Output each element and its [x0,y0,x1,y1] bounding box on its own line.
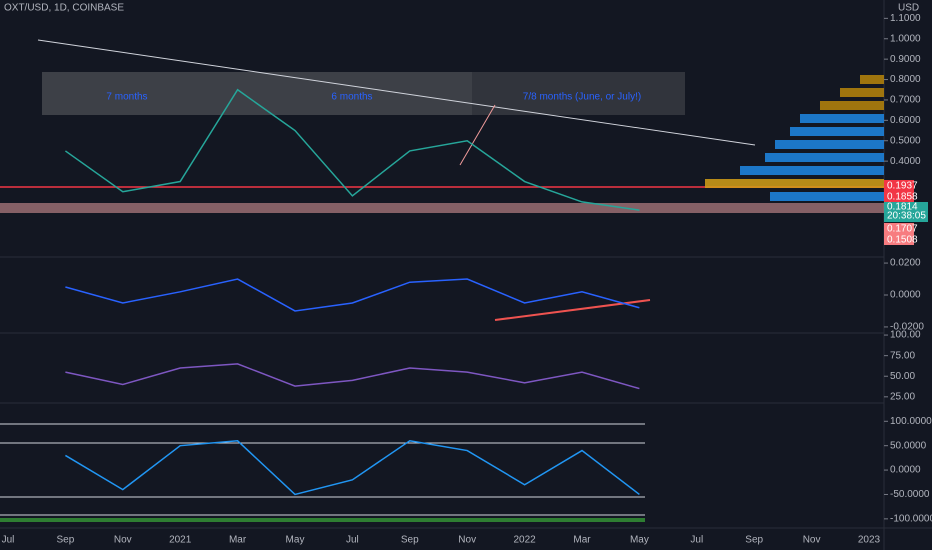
level-zone [0,203,884,213]
y-tick-label: 0.6000 [890,115,921,126]
symbol: OXT/USD, 1D, COINBASE [4,3,124,14]
y-tick-label: 0.0000 [890,290,921,301]
y-tick-label: 0.9000 [890,54,921,65]
trend-line [459,104,496,166]
x-tick-label: Nov [803,535,821,546]
x-tick-label: Jul [2,535,15,546]
profile-bar [775,140,884,149]
y-tick-label: 100.0000 [890,416,932,427]
profile-bar [820,101,884,110]
price-tag-label: 0.1858 [887,192,918,203]
series-line [64,88,640,211]
signal-strip [0,518,645,522]
series-line [65,278,640,312]
y-tick-label: -100.0000 [890,513,932,524]
y-tick-label: 0.5000 [890,135,921,146]
profile-bar [765,153,884,162]
x-tick-label: Jul [690,535,703,546]
x-tick-label: Sep [401,535,419,546]
x-tick-label: Jul [346,535,359,546]
currency: USD [898,3,919,14]
price-tag [884,191,914,202]
x-tick-label: May [630,535,649,546]
y-tick-label: 1.1000 [890,13,921,24]
price-tag-label: 0.1937 [887,181,918,192]
profile-bar [860,75,884,84]
price-tag [884,202,928,222]
price-tag [884,223,914,234]
price-tags: 0.1937 0.1858 0.1814 20:38:05 0.1707 0.1… [884,180,928,246]
x-tick-label: 2022 [513,535,536,546]
price-tag-label: 0.1508 [887,235,918,246]
x-tick-label: 2023 [858,535,881,546]
annotation: 7 months [106,92,147,103]
series-line [65,440,640,496]
y-tick-label: -0.0200 [890,322,924,333]
annotation: 7/8 months (June, or July!) [523,92,641,103]
x-tick-label: 2021 [169,535,192,546]
profile-bar [770,192,884,201]
y-tick-label: 75.00 [890,350,915,361]
x-tick-label: Nov [458,535,476,546]
trend-line [37,39,756,146]
y-tick-label: 50.0000 [890,440,927,451]
price-tag-label: 0.1707 [887,224,918,235]
y-tick-label: 1.0000 [890,33,921,44]
x-tick-label: Sep [745,535,763,546]
series-line [65,363,640,390]
profile-bar [790,127,884,136]
price-tag-label: 20:38:05 [887,211,926,222]
x-tick-label: May [286,535,305,546]
profile-bar [705,179,884,188]
annotation: 6 months [331,92,372,103]
profile-bar [840,88,884,97]
price-tag-label: 0.1814 [887,202,918,213]
range-box [472,72,685,115]
y-tick-label: 0.0200 [890,258,921,269]
x-tick-label: Sep [57,535,75,546]
profile-bar [740,166,884,175]
y-tick-label: 0.0000 [890,465,921,476]
volume-profile [705,75,884,201]
x-tick-label: Nov [114,535,132,546]
y-tick-label: 0.8000 [890,74,921,85]
y-tick-label: 50.00 [890,371,915,382]
price-tag [884,180,914,191]
y-tick-label: 0.4000 [890,156,921,167]
x-tick-label: Mar [229,535,247,546]
y-tick-label: 25.00 [890,391,915,402]
x-tick-label: Mar [573,535,591,546]
price-tag [884,234,914,245]
y-tick-label: -50.0000 [890,489,930,500]
y-tick-label: 100.00 [890,330,921,341]
y-tick-label: 0.7000 [890,95,921,106]
profile-bar [800,114,884,123]
